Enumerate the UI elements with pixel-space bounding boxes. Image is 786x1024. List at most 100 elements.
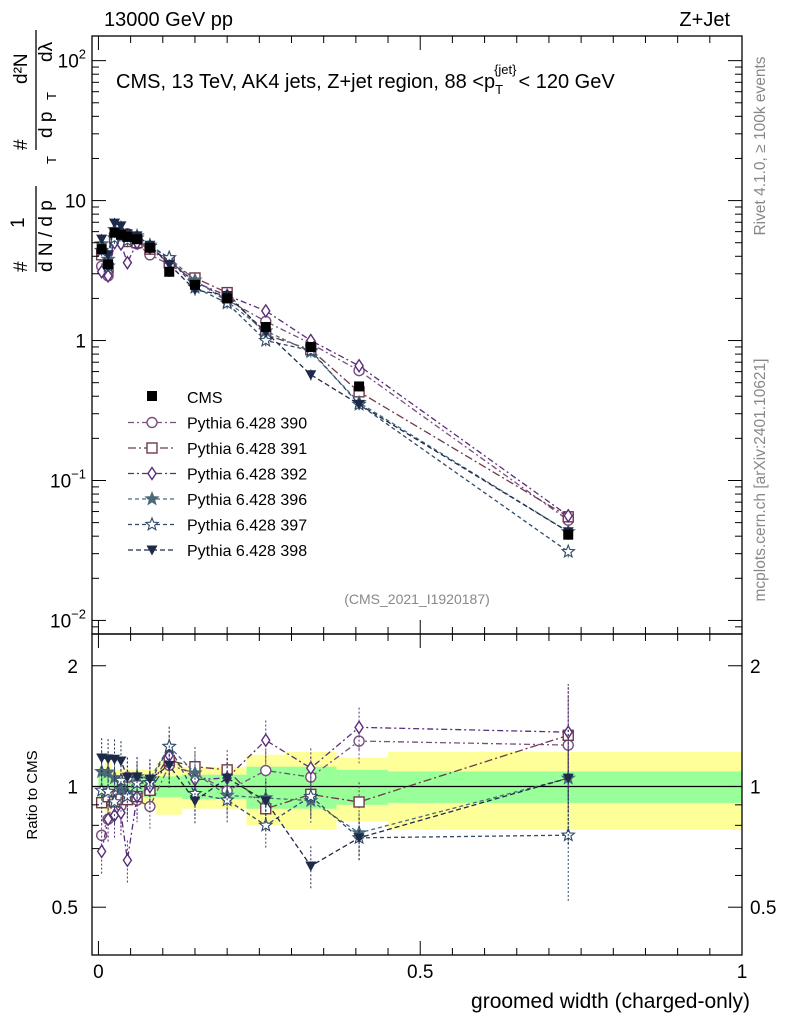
cms-point <box>563 529 574 540</box>
ratio-tick-label-right: 1 <box>750 777 761 798</box>
ratio-point <box>187 785 203 801</box>
data-point <box>353 399 365 410</box>
legend-marker <box>144 516 160 531</box>
ylabel-t-sub-1: T <box>44 156 59 164</box>
x-axis-label: groomed width (charged-only) <box>471 990 750 1013</box>
legend-label: Pythia 6.428 397 <box>187 518 307 535</box>
series-line <box>101 231 569 553</box>
y-tick-label: 102 <box>58 47 86 73</box>
legend-marker <box>146 416 158 429</box>
ratio-ylabel: Ratio to CMS <box>24 750 41 839</box>
legend-label: Pythia 6.428 398 <box>187 543 307 560</box>
ratio-frame <box>91 633 743 956</box>
cms-point <box>222 293 233 304</box>
ratio-tick-label-right: 0.5 <box>750 898 776 919</box>
cms-point <box>115 229 126 240</box>
ratio-point <box>116 805 126 821</box>
y-tick-label: 10 <box>65 192 86 213</box>
ratio-point <box>260 732 271 748</box>
cms-point <box>103 259 114 270</box>
ratio-point <box>258 817 274 832</box>
x-tick-label: 0 <box>93 962 104 983</box>
ylabel-d2n: d²N <box>11 53 32 84</box>
legend-item-cms: CMS <box>147 390 223 407</box>
ratio-point <box>354 720 364 735</box>
ratio-point <box>131 772 143 783</box>
data-point <box>260 303 271 319</box>
cms-point <box>354 381 365 392</box>
ratio-tick-label-left: 0.5 <box>52 898 78 919</box>
y-tick-label: 10−1 <box>50 466 86 492</box>
data-point <box>354 358 364 374</box>
x-tick-label: 0.5 <box>407 962 433 983</box>
ratio-point <box>187 765 203 780</box>
cms-point <box>305 341 316 352</box>
cms-point <box>164 266 175 277</box>
header-left: 13000 GeV pp <box>104 9 233 31</box>
ratio-point <box>122 853 133 868</box>
data-point <box>560 543 576 559</box>
cms-point <box>122 231 133 242</box>
ratio-point <box>305 861 317 872</box>
cms-point <box>189 279 200 290</box>
rivet-note: Rivet 4.1.0, ≥ 100k events <box>752 56 769 235</box>
ratio-point <box>303 788 319 803</box>
ratio-point <box>144 774 156 785</box>
chart-title: CMS, 13 TeV, AK4 jets, Z+jet region, 88 … <box>116 62 615 97</box>
ratio-point <box>121 772 133 783</box>
y-tick-base: 10 <box>65 192 86 213</box>
legend-label: Pythia 6.428 390 <box>187 416 307 433</box>
ylabel-dpt: d p <box>36 112 57 138</box>
ratio-series-6 <box>96 729 574 889</box>
title-after: < 120 GeV <box>519 71 616 93</box>
ratio-point <box>221 773 233 784</box>
legend-item-6: Pythia 6.428 398 <box>128 543 307 560</box>
ratio-point <box>562 773 574 784</box>
legend-label: Pythia 6.428 396 <box>187 492 307 509</box>
cms-data <box>96 227 574 540</box>
y-tick-exponent: −2 <box>71 606 86 621</box>
legend-item-3: Pythia 6.428 392 <box>128 466 307 484</box>
data-point <box>163 259 175 270</box>
legend-marker <box>147 391 157 401</box>
series-layer <box>94 217 576 559</box>
y-tick-base: 10 <box>58 52 79 73</box>
series-line <box>101 232 569 521</box>
ratio-point <box>189 796 201 807</box>
title-before: CMS, 13 TeV, AK4 jets, Z+jet region, 88 … <box>116 71 495 93</box>
legend-label: Pythia 6.428 391 <box>187 441 307 458</box>
title-sub: T <box>495 82 503 97</box>
cms-point <box>144 242 155 253</box>
header-right: Z+Jet <box>679 9 730 31</box>
ylabel-dlambda: dλ <box>36 41 57 62</box>
ratio-point <box>163 760 175 771</box>
ratio-point <box>96 844 107 859</box>
ratio-point <box>353 796 365 808</box>
legend: CMS Pythia 6.428 390 Pythia 6.428 391 Pythi… <box>128 390 307 560</box>
data-point <box>122 255 133 270</box>
legend-item-2: Pythia 6.428 391 <box>128 441 307 458</box>
mcplots-note: mcplots.cern.ch [arXiv:2401.10621] <box>752 359 769 602</box>
ratio-point <box>353 833 365 844</box>
y-tick-base: 10 <box>50 471 71 492</box>
series-line <box>101 237 569 518</box>
ylabel-t-sub-2: T <box>44 92 59 100</box>
ratio-point <box>106 793 123 809</box>
data-point <box>258 332 274 348</box>
y-tick-label: 1 <box>75 332 86 353</box>
ratio-tick-label-left: 2 <box>67 657 78 678</box>
x-tick-label: 1 <box>737 962 748 983</box>
legend-item-4: Pythia 6.428 396 <box>128 490 307 509</box>
analysis-label: (CMS_2021_I1920187) <box>344 591 490 607</box>
ratio-point <box>260 764 272 777</box>
y-tick-base: 1 <box>75 332 86 353</box>
ratio-point <box>103 811 113 827</box>
legend-item-5: Pythia 6.428 397 <box>128 516 307 535</box>
ylabel-dn-dpt: d N / d p <box>36 200 57 272</box>
ratio-point <box>305 760 316 776</box>
ylabel-hash-2: # <box>11 139 32 150</box>
ylabel-one: 1 <box>8 217 29 228</box>
ratio-point <box>303 792 319 808</box>
legend-marker <box>146 545 158 556</box>
